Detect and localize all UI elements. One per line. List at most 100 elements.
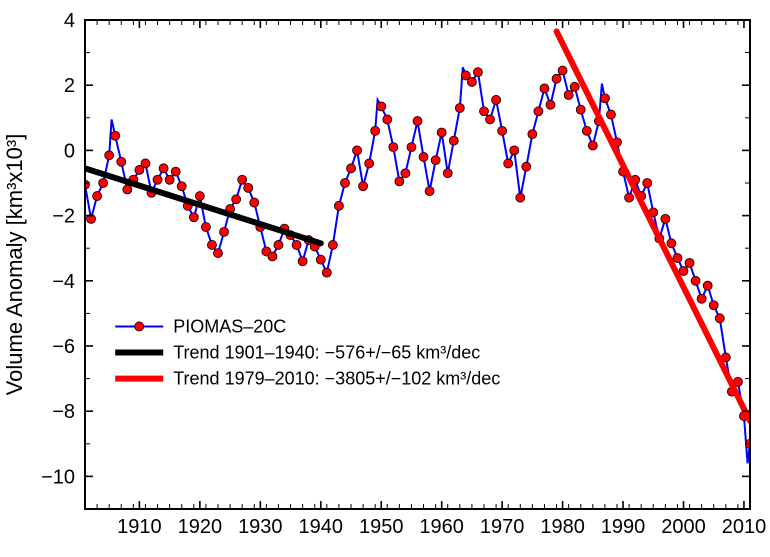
series-marker	[268, 252, 277, 261]
series-marker	[703, 281, 712, 290]
series-marker	[413, 117, 422, 126]
series-marker	[298, 257, 307, 266]
chart-container: 1910192019301940195019601970198019902000…	[0, 0, 770, 557]
y-tick-label: 4	[64, 10, 75, 32]
x-tick-label: 1980	[540, 516, 585, 538]
legend-series-marker	[135, 322, 144, 331]
series-marker	[419, 152, 428, 161]
series-marker	[558, 66, 567, 75]
legend-label: Trend 1901–1940: −576+/−65 km³/dec	[173, 343, 480, 363]
series-marker	[395, 177, 404, 186]
series-marker	[691, 276, 700, 285]
series-marker	[510, 146, 519, 155]
series-marker	[588, 141, 597, 150]
series-marker	[552, 74, 561, 83]
series-marker	[582, 126, 591, 135]
y-tick-label: 0	[64, 140, 75, 162]
series-marker	[177, 182, 186, 191]
series-marker	[667, 239, 676, 248]
series-marker	[105, 151, 114, 160]
series-marker	[165, 175, 174, 184]
series-marker	[214, 249, 223, 258]
series-marker	[383, 115, 392, 124]
series-marker	[141, 159, 150, 168]
series-marker	[473, 68, 482, 77]
series-marker	[546, 100, 555, 109]
series-marker	[201, 223, 210, 232]
series-marker	[316, 255, 325, 264]
line-chart: 1910192019301940195019601970198019902000…	[0, 0, 770, 557]
x-tick-label: 1950	[359, 516, 404, 538]
series-marker	[443, 169, 452, 178]
series-marker	[697, 294, 706, 303]
series-marker	[274, 240, 283, 249]
series-marker	[365, 159, 374, 168]
series-marker	[449, 136, 458, 145]
series-marker	[407, 143, 416, 152]
x-tick-label: 1940	[299, 516, 344, 538]
series-marker	[534, 107, 543, 116]
x-tick-label: 1970	[480, 516, 525, 538]
series-marker	[232, 195, 241, 204]
series-marker	[570, 82, 579, 91]
series-marker	[498, 126, 507, 135]
series-marker	[171, 167, 180, 176]
series-marker	[111, 131, 120, 140]
series-marker	[123, 185, 132, 194]
series-marker	[540, 84, 549, 93]
series-marker	[661, 214, 670, 223]
series-marker	[564, 90, 573, 99]
series-marker	[359, 182, 368, 191]
series-marker	[238, 175, 247, 184]
series-marker	[504, 159, 513, 168]
series-marker	[371, 126, 380, 135]
series-marker	[600, 94, 609, 103]
x-tick-label: 1960	[419, 516, 464, 538]
series-marker	[207, 240, 216, 249]
series-marker	[455, 104, 464, 113]
series-marker	[516, 193, 525, 202]
series-marker	[153, 175, 162, 184]
series-marker	[467, 77, 476, 86]
series-marker	[401, 169, 410, 178]
y-axis-label: Volume Anomaly [km³x10³]	[2, 134, 27, 396]
series-marker	[353, 146, 362, 155]
series-marker	[431, 156, 440, 165]
series-marker	[522, 162, 531, 171]
legend-label: PIOMAS–20C	[173, 316, 286, 336]
series-marker	[220, 227, 229, 236]
series-marker	[625, 193, 634, 202]
series-marker	[99, 179, 108, 188]
series-marker	[480, 107, 489, 116]
series-marker	[492, 95, 501, 104]
chart-bg	[0, 0, 770, 557]
series-marker	[377, 102, 386, 111]
series-marker	[189, 213, 198, 222]
series-marker	[328, 240, 337, 249]
series-marker	[606, 110, 615, 119]
y-tick-label: −8	[52, 401, 75, 423]
x-tick-label: 2010	[722, 516, 767, 538]
series-marker	[685, 258, 694, 267]
series-marker	[528, 130, 537, 139]
y-tick-label: 2	[64, 75, 75, 97]
series-marker	[347, 164, 356, 173]
series-marker	[322, 268, 331, 277]
series-marker	[334, 201, 343, 210]
series-marker	[425, 187, 434, 196]
series-marker	[643, 179, 652, 188]
series-marker	[250, 198, 259, 207]
y-tick-label: −10	[41, 466, 75, 488]
legend-label: Trend 1979–2010: −3805+/−102 km³/dec	[173, 369, 500, 389]
series-marker	[292, 240, 301, 249]
series-marker	[576, 105, 585, 114]
series-marker	[673, 253, 682, 262]
x-tick-label: 1920	[178, 516, 223, 538]
series-marker	[486, 115, 495, 124]
y-tick-label: −6	[52, 336, 75, 358]
x-tick-label: 1930	[238, 516, 283, 538]
series-marker	[709, 301, 718, 310]
series-marker	[389, 143, 398, 152]
series-marker	[340, 179, 349, 188]
y-tick-label: −2	[52, 206, 75, 228]
